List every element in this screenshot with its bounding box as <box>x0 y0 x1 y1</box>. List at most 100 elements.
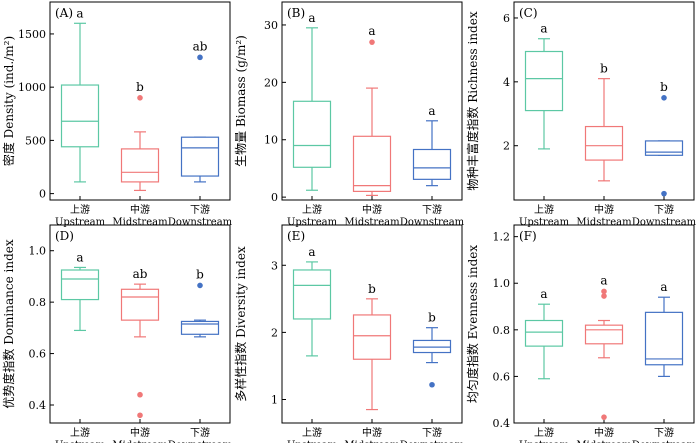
outlier-point <box>137 95 143 101</box>
y-tick-label: 2 <box>271 326 278 339</box>
box-upstream: a <box>524 22 564 150</box>
iqr-box <box>352 314 392 360</box>
y-tick-label: 0.6 <box>493 370 511 383</box>
x-tick-label-en: Midstream <box>576 217 632 228</box>
box-midstream: b <box>584 62 624 182</box>
iqr-box <box>292 100 332 168</box>
significance-letter: a <box>308 11 315 25</box>
panel-label: (F) <box>519 229 537 243</box>
outlier-point <box>601 293 607 299</box>
x-tick-label-cn: 下游 <box>190 426 210 439</box>
x-tick-label-cn: 下游 <box>654 203 674 216</box>
significance-letter: a <box>368 24 375 38</box>
y-tick-label: 0.6 <box>29 348 47 361</box>
y-tick-label: 0 <box>271 191 278 204</box>
outlier-point <box>661 95 667 101</box>
iqr-box <box>524 50 564 112</box>
x-tick-label-en: Downstream <box>632 217 697 228</box>
y-tick-label: 0.8 <box>493 324 511 337</box>
box-downstream: ab <box>180 39 220 183</box>
x-tick-label-en: Downstream <box>400 440 465 443</box>
panel-label: (B) <box>287 6 305 20</box>
x-tick-label-en: Upstream <box>519 440 570 443</box>
significance-letter: b <box>428 311 436 325</box>
x-tick-label-en: Upstream <box>519 217 570 228</box>
x-tick-label-cn: 上游 <box>534 203 554 216</box>
x-tick-label-cn: 下游 <box>654 426 674 439</box>
x-tick-label-en: Upstream <box>55 440 106 443</box>
outlier-point <box>197 282 203 289</box>
box-upstream: a <box>292 11 332 191</box>
x-tick-label-en: Downstream <box>400 217 465 228</box>
y-tick-label: 10 <box>264 134 278 147</box>
y-tick-label: 0 <box>39 188 46 201</box>
x-tick-label-cn: 中游 <box>594 203 614 216</box>
iqr-box <box>584 324 624 345</box>
x-tick-label-cn: 中游 <box>594 426 614 439</box>
box-upstream: a <box>60 250 100 332</box>
x-tick-label-en: Midstream <box>344 440 400 443</box>
x-tick-label-en: Midstream <box>112 217 168 228</box>
significance-letter: a <box>308 245 315 259</box>
box-downstream: a <box>644 280 684 378</box>
significance-letter: ab <box>193 39 208 53</box>
box-downstream: b <box>644 80 684 197</box>
y-axis-label: 均匀度指数 Evenness index <box>465 245 480 403</box>
iqr-box <box>120 148 160 183</box>
x-tick-label-en: Downstream <box>168 217 233 228</box>
x-tick-label-en: Upstream <box>287 217 338 228</box>
significance-letter: a <box>76 250 83 264</box>
box-downstream: b <box>412 311 452 388</box>
y-tick-label: 2 <box>503 140 510 153</box>
iqr-box <box>644 140 684 156</box>
outlier-point <box>661 190 667 197</box>
iqr-box <box>412 339 452 354</box>
significance-letter: a <box>76 6 83 20</box>
iqr-box <box>180 136 220 177</box>
y-tick-label: 1.0 <box>493 277 511 290</box>
significance-letter: a <box>540 287 547 301</box>
x-tick-label-en: Midstream <box>576 440 632 443</box>
outlier-point <box>429 381 435 388</box>
x-tick-label-cn: 下游 <box>422 426 442 439</box>
significance-letter: b <box>368 282 376 296</box>
significance-letter: b <box>600 62 608 76</box>
significance-letter: a <box>540 22 547 36</box>
iqr-box <box>180 320 220 335</box>
x-tick-label-cn: 上游 <box>302 203 322 216</box>
y-tick-label: 20 <box>264 76 278 89</box>
significance-letter: b <box>660 80 668 94</box>
iqr-box <box>584 125 624 161</box>
box-upstream: a <box>60 6 100 183</box>
y-tick-label: 1.0 <box>29 245 47 258</box>
significance-letter: a <box>600 273 607 287</box>
iqr-box <box>412 148 452 180</box>
panel-label: (A) <box>55 6 73 20</box>
y-axis-label: 密度 Density (ind./m²) <box>1 36 16 166</box>
box-downstream: b <box>180 267 220 338</box>
x-tick-label-cn: 中游 <box>130 203 150 216</box>
iqr-box <box>644 311 684 366</box>
y-axis-label: 优势度指数 Dominance index <box>1 239 16 408</box>
box-midstream: b <box>120 80 160 192</box>
box-midstream: a <box>584 273 624 420</box>
iqr-box <box>120 288 160 321</box>
significance-letter: ab <box>133 267 148 281</box>
x-tick-label-cn: 下游 <box>190 203 210 216</box>
y-tick-label: 1000 <box>18 81 46 94</box>
significance-letter: b <box>196 267 204 281</box>
y-tick-label: 1500 <box>18 28 46 41</box>
y-tick-label: 6 <box>503 12 510 25</box>
outlier-point <box>137 391 143 398</box>
x-tick-label-cn: 中游 <box>362 426 382 439</box>
x-tick-label-en: Downstream <box>168 440 233 443</box>
y-tick-label: 0.8 <box>29 296 47 309</box>
significance-letter: a <box>428 104 435 118</box>
